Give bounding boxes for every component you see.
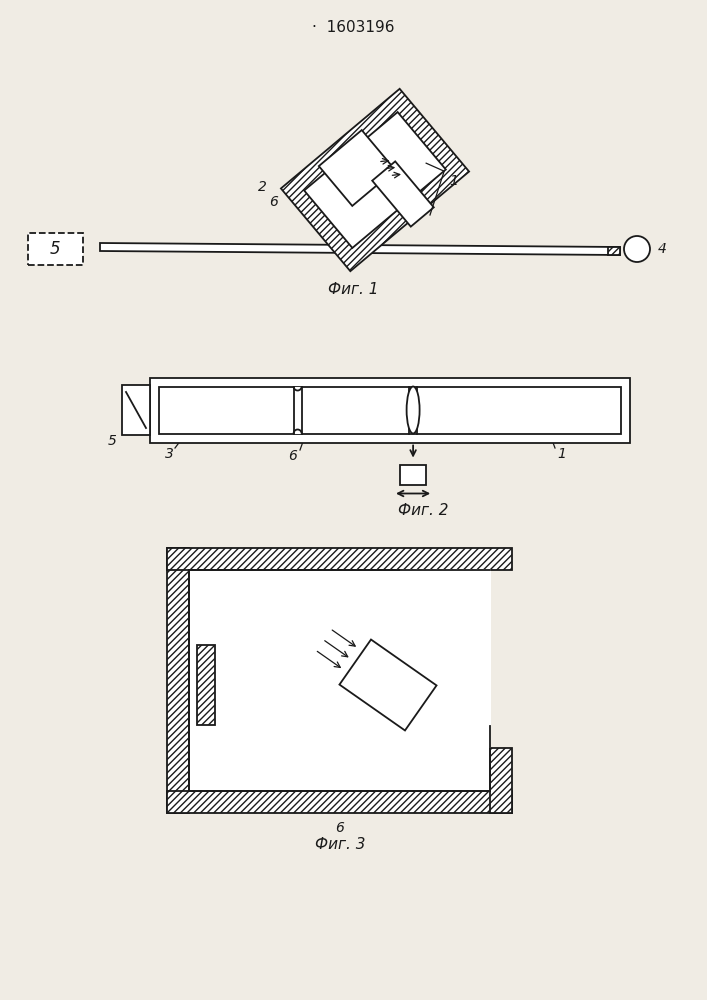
Text: 5: 5 <box>49 240 60 258</box>
Bar <box>168 790 513 812</box>
Circle shape <box>624 236 650 262</box>
Polygon shape <box>608 247 620 255</box>
Bar <box>150 377 630 442</box>
Bar <box>293 386 302 434</box>
Ellipse shape <box>407 386 419 434</box>
Polygon shape <box>100 243 620 255</box>
Text: 4: 4 <box>658 242 667 256</box>
Text: 1: 1 <box>233 628 242 642</box>
Bar <box>400 464 426 485</box>
Text: 5: 5 <box>107 434 117 448</box>
Polygon shape <box>319 130 395 206</box>
Text: 2: 2 <box>436 692 444 706</box>
Polygon shape <box>372 161 434 227</box>
Text: Фиг. 2: Фиг. 2 <box>398 503 448 518</box>
Polygon shape <box>304 112 446 248</box>
Bar <box>159 386 621 434</box>
Polygon shape <box>339 640 436 730</box>
Text: Фиг. 3: Фиг. 3 <box>315 837 366 852</box>
Text: 6: 6 <box>336 822 344 836</box>
Bar <box>189 570 491 790</box>
Text: 7: 7 <box>409 468 418 482</box>
Text: 6: 6 <box>269 195 278 209</box>
Text: Фиг. 1: Фиг. 1 <box>328 282 378 298</box>
Text: 1: 1 <box>558 447 566 461</box>
Bar <box>168 548 513 570</box>
Polygon shape <box>281 89 469 271</box>
Text: 2: 2 <box>258 180 267 194</box>
Bar <box>122 385 150 435</box>
Text: 3: 3 <box>346 231 354 245</box>
Bar <box>168 548 189 812</box>
Bar <box>400 568 491 748</box>
Bar <box>491 748 513 812</box>
Text: 6: 6 <box>288 449 298 463</box>
Text: 1: 1 <box>450 174 459 188</box>
Text: ·  1603196: · 1603196 <box>312 20 395 35</box>
Bar <box>197 645 216 725</box>
Text: 3: 3 <box>165 447 173 461</box>
Bar <box>28 233 83 265</box>
